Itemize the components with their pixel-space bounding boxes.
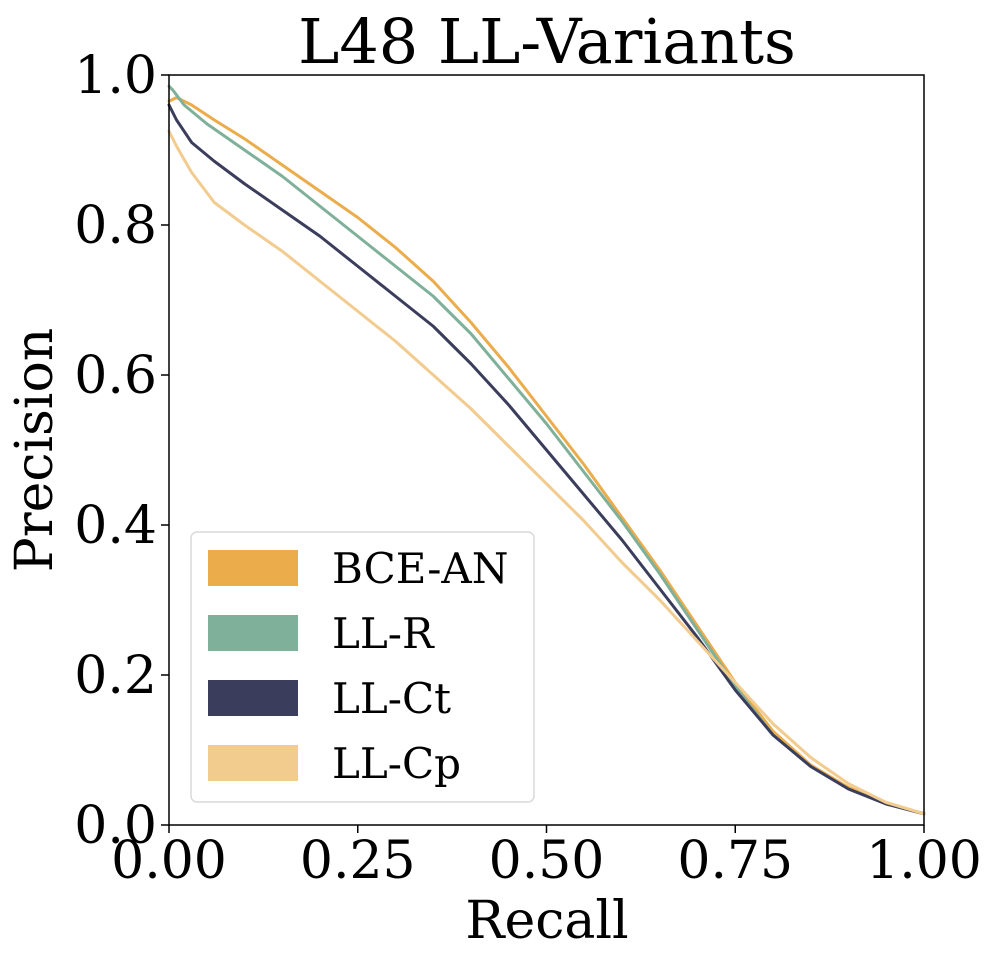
- legend-frame: [190, 531, 535, 803]
- y-axis-label: Precision: [5, 328, 65, 573]
- series-line-ll-ct: [167, 103, 926, 816]
- series-layer: [167, 84, 926, 816]
- y-tick-label: 0.0: [74, 796, 157, 856]
- x-tick-label: 0.00: [111, 831, 227, 891]
- y-tick-label: 0.2: [74, 646, 157, 706]
- legend-label-ll-r: LL-R: [332, 609, 435, 658]
- legend-swatch-ll-ct: [208, 680, 298, 716]
- x-tick-label: 0.50: [489, 831, 605, 891]
- legend: BCE-AN LL-R LL-Ct LL-Cp: [190, 531, 535, 803]
- y-tick-label: 1.0: [74, 46, 157, 106]
- x-tick-label: 0.75: [677, 831, 793, 891]
- x-tick-label: 0.25: [300, 831, 416, 891]
- legend-swatch-bce-an: [208, 550, 298, 586]
- y-tick-label: 0.4: [74, 496, 157, 556]
- series-line-bce-an: [167, 96, 926, 816]
- legend-label-ll-ct: LL-Ct: [332, 674, 451, 723]
- x-axis: 0.00 0.25 0.50 0.75 1.00: [111, 825, 982, 891]
- series-line-ll-cp: [167, 129, 926, 816]
- legend-label-ll-cp: LL-Cp: [332, 739, 461, 788]
- chart-title: L48 LL-Variants: [298, 5, 796, 78]
- y-tick-label: 0.6: [74, 346, 157, 406]
- legend-swatch-ll-cp: [208, 745, 298, 781]
- x-axis-label: Recall: [465, 891, 628, 951]
- x-tick-label: 1.00: [866, 831, 982, 891]
- legend-swatch-ll-r: [208, 615, 298, 651]
- y-tick-label: 0.8: [74, 196, 157, 256]
- legend-label-bce-an: BCE-AN: [332, 544, 509, 593]
- y-axis: 0.0 0.2 0.4 0.6 0.8 1.0: [74, 46, 169, 856]
